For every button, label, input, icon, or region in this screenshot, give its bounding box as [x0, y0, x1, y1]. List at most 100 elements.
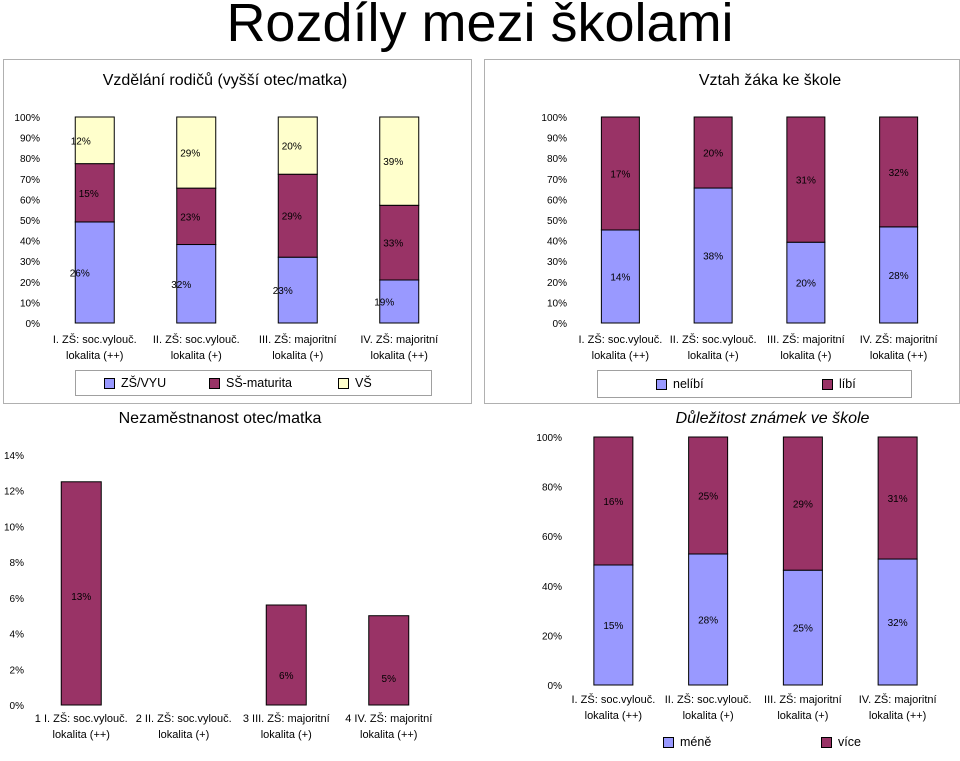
education-data-label: 23% [180, 212, 200, 223]
grades-bar-m-n- [688, 553, 729, 686]
grades-data-label: 32% [888, 618, 908, 629]
page-title: Rozdíly mezi školami [226, 0, 734, 53]
education-ytick-label: 70% [20, 175, 40, 186]
relationship-data-label: 20% [796, 279, 816, 290]
relationship-category-label: lokalita (++) [592, 350, 649, 362]
education-bar-z-vyu [176, 244, 217, 324]
education-ytick-label: 20% [20, 278, 40, 289]
unemployment-ytick-label: 10% [4, 522, 24, 533]
education-ytick-label: 50% [20, 216, 40, 227]
relationship-bar-nel-b- [879, 226, 919, 324]
grades-category-label: lokalita (++) [869, 710, 926, 722]
education-category-label: IV. ZŠ: majoritní [360, 333, 438, 346]
grades-ytick-label: 0% [548, 681, 563, 692]
grades-category-label: lokalita (++) [585, 710, 642, 722]
legend-swatch-nelibi [656, 378, 667, 390]
education-bar-z-vyu [74, 221, 115, 324]
relationship-category-label: lokalita (++) [870, 350, 927, 362]
education-bar-v- [277, 116, 318, 175]
education-category-label: lokalita (++) [371, 350, 428, 362]
legend-item-ss-maturita: SŠ-maturita [209, 376, 292, 390]
unemployment-category-label: 3 III. ZŠ: majoritní [243, 712, 330, 725]
legend-swatch-zs-vyu [104, 377, 115, 389]
grades-ytick-label: 100% [536, 433, 562, 444]
education-data-label: 33% [383, 239, 403, 250]
legend-label-vice: více [838, 735, 861, 749]
unemployment-bar [265, 604, 307, 706]
education-ytick-label: 60% [20, 195, 40, 206]
relationship-ytick-label: 30% [547, 257, 567, 268]
grades-data-label: 31% [888, 494, 908, 505]
relationship-category-label: I. ZŠ: soc.vylouč. [579, 333, 663, 346]
education-chart-title: Vzdělání rodičů (vyšší otec/matka) [102, 72, 348, 89]
education-ytick-label: 90% [20, 134, 40, 145]
unemployment-chart-title: Nezaměstnanost otec/matka [118, 410, 322, 427]
legend-swatch-vice [821, 736, 832, 748]
grades-legend: méně více [588, 731, 903, 755]
education-bar-v- [176, 116, 217, 189]
grades-bar-m-n- [782, 569, 823, 686]
relationship-bar-l-b- [879, 116, 919, 228]
relationship-category-label: III. ZŠ: majoritní [767, 333, 845, 346]
relationship-bar-l-b- [600, 116, 640, 231]
education-data-label: 23% [273, 286, 293, 297]
grades-data-label: 15% [603, 621, 623, 632]
grades-ytick-label: 60% [542, 532, 562, 543]
grades-data-label: 25% [698, 491, 718, 502]
relationship-legend: nelíbí líbí [597, 370, 912, 398]
unemployment-category-label: 1 I. ZŠ: soc.vylouč. [35, 712, 128, 725]
unemployment-category-label: 2 II. ZŠ: soc.vylouč. [136, 712, 232, 725]
relationship-category-label: lokalita (+) [780, 350, 831, 362]
unemployment-category-label: lokalita (++) [53, 729, 110, 741]
unemployment-ytick-label: 12% [4, 487, 24, 498]
relationship-category-label: IV. ZŠ: majoritní [860, 333, 938, 346]
education-bar-s-maturita [176, 187, 217, 246]
unemployment-bar [368, 615, 410, 706]
education-data-label: 20% [282, 142, 302, 153]
relationship-data-label: 20% [703, 149, 723, 160]
unemployment-category-label: lokalita (++) [360, 729, 417, 741]
relationship-data-label: 38% [703, 252, 723, 263]
legend-swatch-mene [663, 736, 674, 748]
relationship-bar-nel-b- [693, 187, 733, 324]
unemployment-data-label: 6% [279, 671, 294, 682]
relationship-ytick-label: 100% [541, 113, 567, 124]
grades-ytick-label: 20% [542, 631, 562, 642]
education-ytick-label: 80% [20, 154, 40, 165]
education-category-label: lokalita (+) [171, 350, 222, 362]
relationship-ytick-label: 0% [553, 319, 568, 330]
relationship-ytick-label: 70% [547, 175, 567, 186]
legend-swatch-ss-maturita [209, 377, 220, 389]
grades-category-label: lokalita (+) [683, 710, 734, 722]
education-data-label: 26% [70, 268, 90, 279]
unemployment-category-label: lokalita (+) [158, 729, 209, 741]
relationship-data-label: 28% [889, 271, 909, 282]
education-bar-z-vyu [379, 279, 420, 324]
legend-label-ss-maturita: SŠ-maturita [226, 376, 292, 390]
unemployment-ytick-label: 0% [10, 701, 25, 712]
relationship-bar-l-b- [786, 116, 826, 243]
education-data-label: 19% [374, 297, 394, 308]
relationship-bar-l-b- [693, 116, 733, 189]
unemployment-ytick-label: 8% [10, 558, 25, 569]
unemployment-ytick-label: 2% [10, 665, 25, 676]
legend-item-mene: méně [663, 735, 711, 749]
grades-data-label: 29% [793, 500, 813, 511]
education-bar-s-maturita [277, 173, 318, 258]
education-data-label: 15% [79, 189, 99, 200]
relationship-bar-nel-b- [786, 241, 826, 324]
unemployment-category-label: 4 IV. ZŠ: majoritní [345, 712, 432, 725]
education-data-label: 29% [180, 149, 200, 160]
education-data-label: 12% [71, 136, 91, 147]
relationship-ytick-label: 80% [547, 154, 567, 165]
relationship-ytick-label: 90% [547, 134, 567, 145]
grades-category-label: II. ZŠ: soc.vylouč. [665, 693, 752, 706]
relationship-chart-title: Vztah žáka ke škole [698, 72, 842, 89]
grades-ytick-label: 80% [542, 483, 562, 494]
grades-category-label: I. ZŠ: soc.vylouč. [572, 693, 656, 706]
relationship-category-label: lokalita (+) [688, 350, 739, 362]
grades-bar-v-ce [593, 436, 634, 566]
grades-chart-title: Důležitost známek ve škole [675, 410, 870, 427]
relationship-ytick-label: 20% [547, 278, 567, 289]
